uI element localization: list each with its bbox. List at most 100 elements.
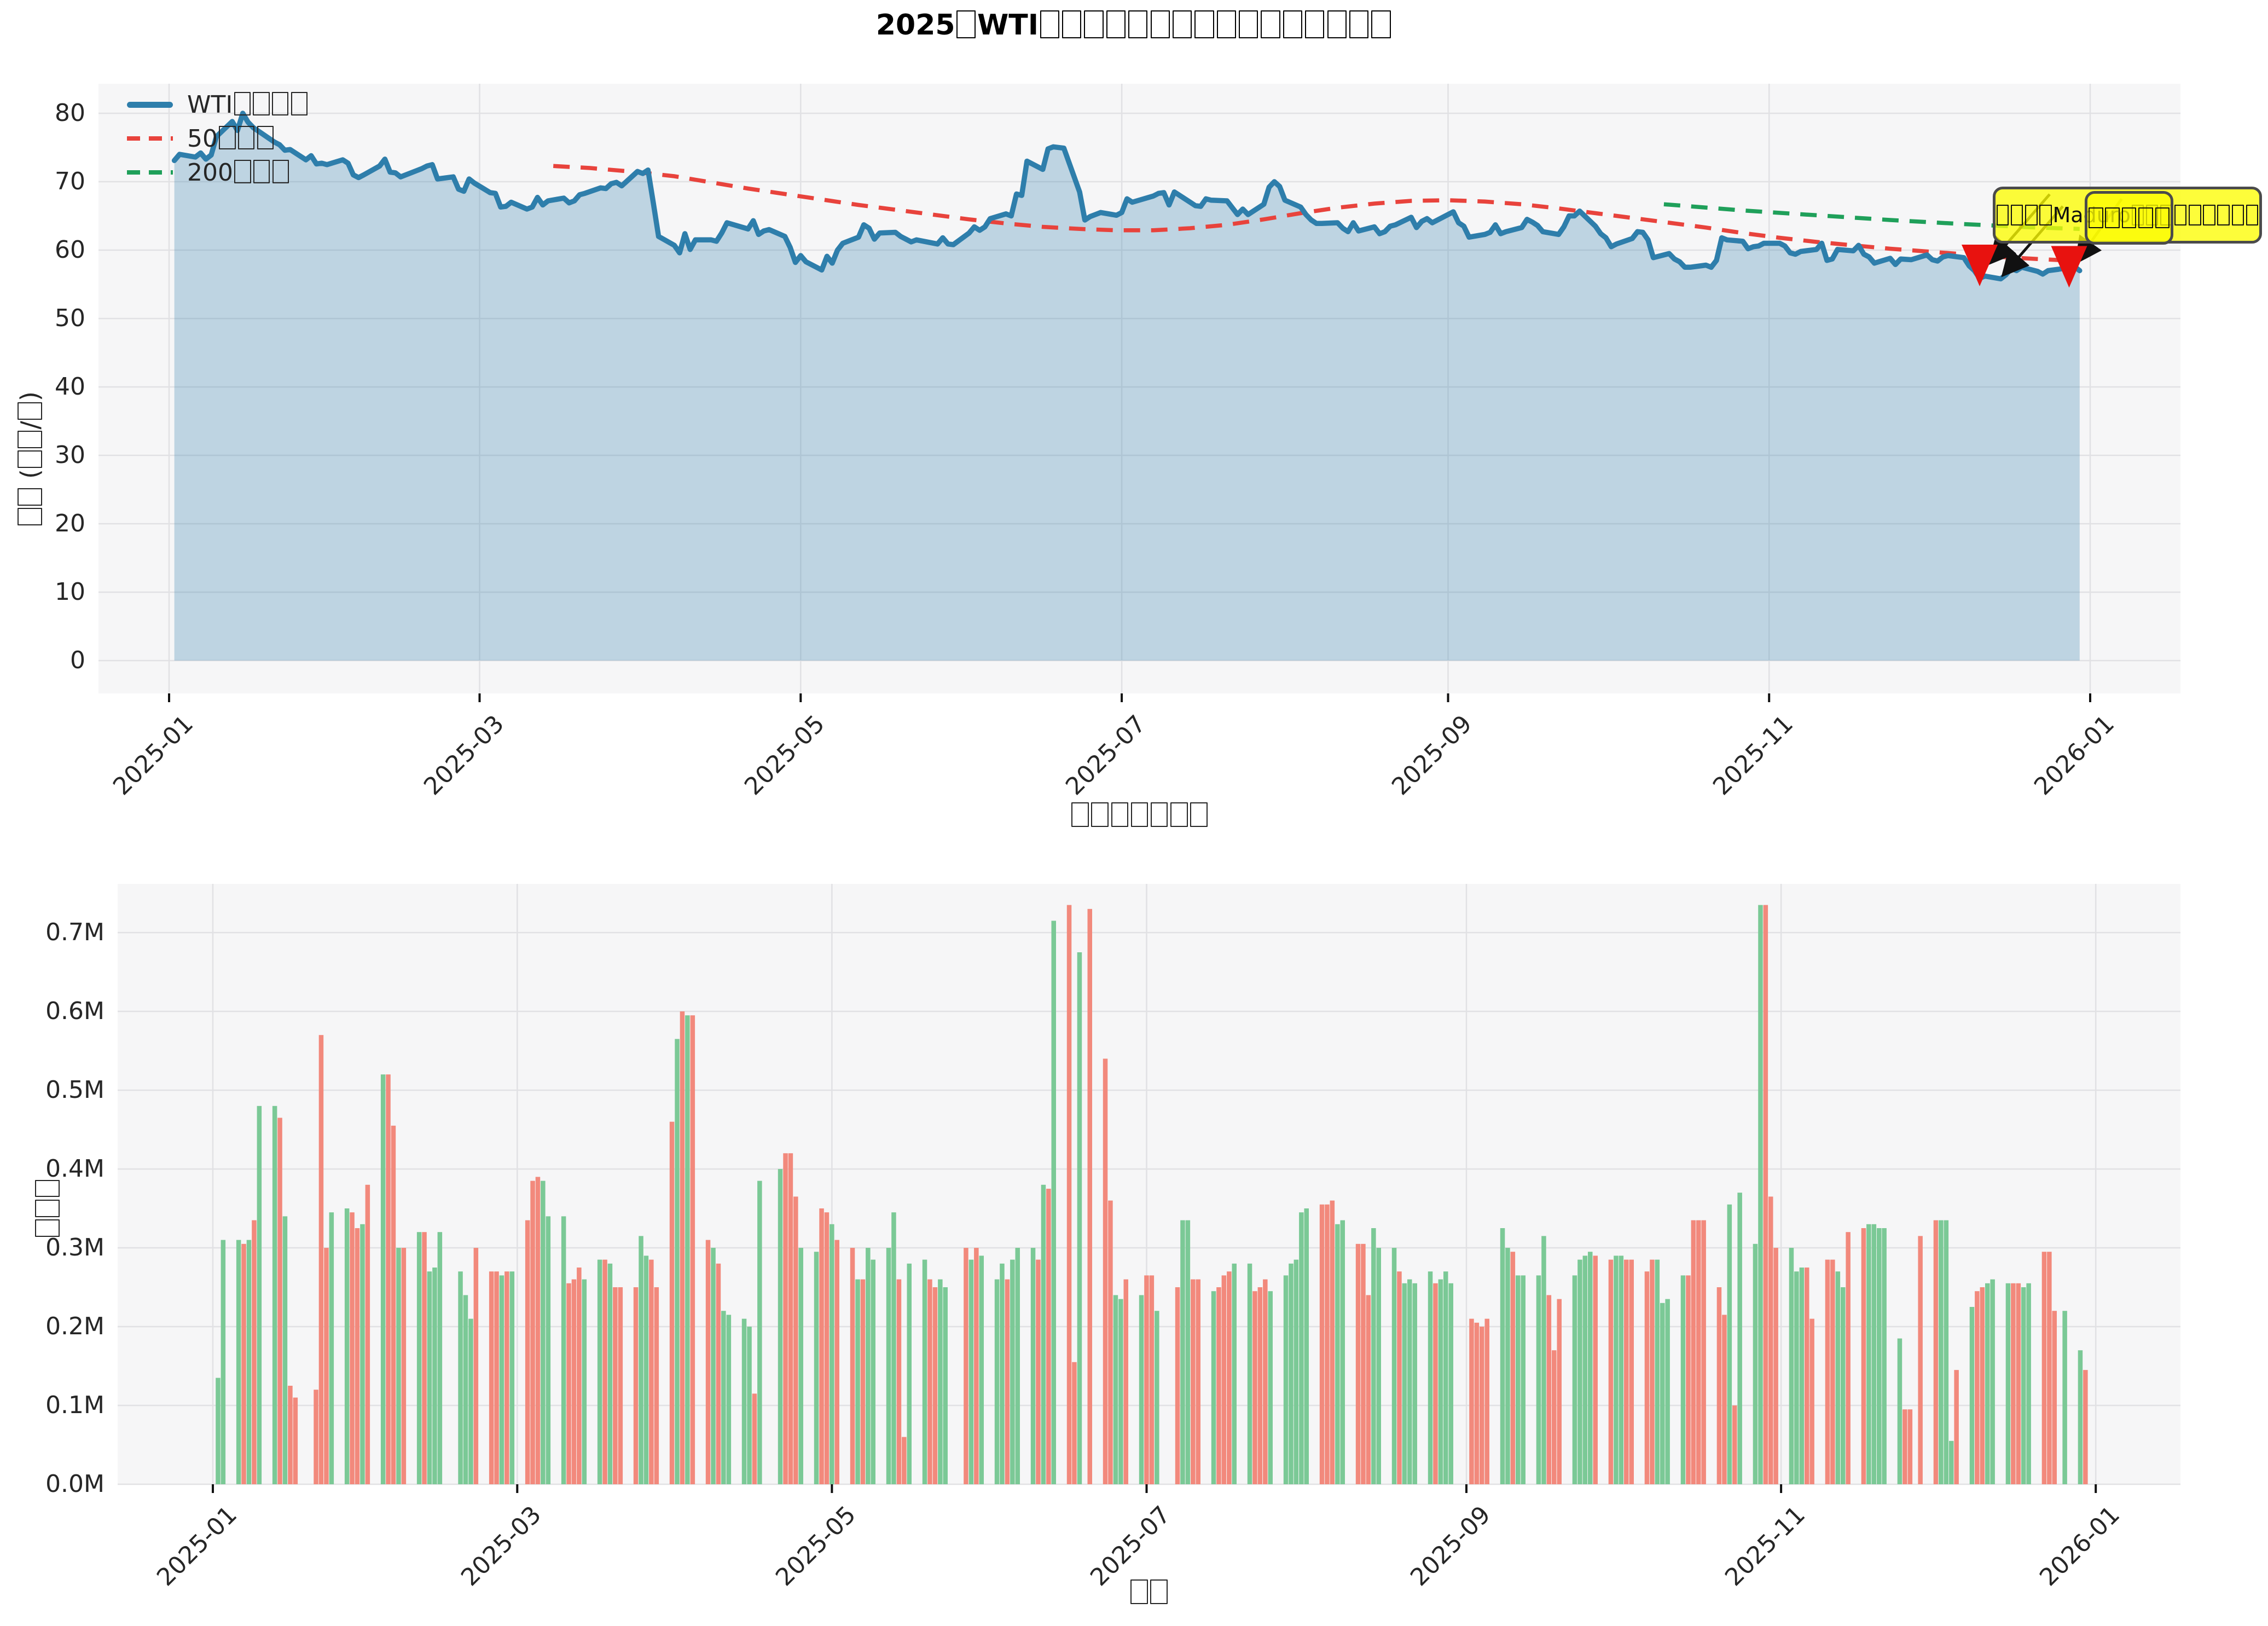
tofu-glyph: [234, 159, 251, 184]
volume-bar: [1846, 1232, 1851, 1484]
volume-bar: [819, 1208, 824, 1484]
volume-bar: [633, 1287, 639, 1484]
volume-bar: [1737, 1193, 1742, 1484]
tofu-glyph: [2025, 204, 2038, 226]
tofu-glyph: [2217, 204, 2230, 226]
volume-bar: [272, 1106, 277, 1484]
volume-bar: [1072, 1362, 1077, 1484]
tofu-glyph: [1062, 10, 1082, 38]
volume-bar: [1727, 1204, 1732, 1484]
tofu-glyph: [257, 125, 274, 150]
volume-bar: [246, 1240, 252, 1484]
volume-bar: [1794, 1271, 1799, 1484]
volume-bar: [793, 1196, 798, 1484]
volume-bar: [535, 1177, 541, 1484]
volume-bar: [530, 1181, 535, 1484]
volume-bar: [1304, 1208, 1309, 1484]
legend-dashed-line-swatch: [127, 136, 173, 141]
volume-bar: [1552, 1350, 1557, 1484]
volume-bar: [618, 1287, 623, 1484]
y-tick-label: 80: [55, 99, 85, 127]
tofu-glyph: [1283, 10, 1303, 38]
volume-bar: [329, 1212, 334, 1484]
volume-bar: [1216, 1287, 1221, 1484]
tofu-glyph: [1071, 802, 1089, 827]
volume-bar: [721, 1311, 726, 1484]
volume-bar: [1557, 1299, 1562, 1484]
volume-bar: [1619, 1255, 1624, 1484]
volume-bar: [964, 1248, 968, 1484]
tofu-glyph: [2039, 204, 2052, 226]
volume-bar: [458, 1271, 463, 1484]
tofu-glyph: [237, 125, 255, 150]
volume-bar: [1753, 1243, 1758, 1484]
volume-bar: [1944, 1220, 1949, 1484]
volume-bar: [2078, 1350, 2083, 1484]
volume-bar: [293, 1397, 298, 1484]
volume-bar: [1000, 1263, 1005, 1484]
volume-bar: [1319, 1204, 1325, 1484]
volume-bar: [1644, 1271, 1650, 1484]
volume-bar: [907, 1263, 912, 1484]
tofu-glyph: [1172, 10, 1192, 38]
volume-bar: [1763, 905, 1768, 1484]
volume-bar: [1933, 1220, 1939, 1484]
volume-bar: [1877, 1228, 1882, 1484]
volume-bar: [1985, 1283, 1990, 1484]
tofu-glyph: [1239, 10, 1258, 38]
volume-bar: [1247, 1263, 1252, 1484]
volume-bar: [968, 1259, 974, 1484]
volume-bar: [561, 1216, 566, 1484]
volume-bar: [855, 1279, 860, 1484]
volume-bar: [726, 1315, 732, 1484]
volume-bar: [1046, 1189, 1051, 1484]
volume-bar: [1041, 1184, 1046, 1484]
volume-bar: [1758, 905, 1763, 1484]
volume-bar: [288, 1386, 293, 1484]
volume-bar: [1660, 1303, 1665, 1484]
volume-bar: [504, 1271, 509, 1484]
volume-bar: [1954, 1370, 1959, 1484]
y-tick-label: 0.0M: [45, 1470, 105, 1498]
volume-bar: [1990, 1279, 1995, 1484]
tofu-glyph: [1150, 802, 1168, 827]
volume-bar: [1211, 1291, 1216, 1484]
volume-bar: [896, 1279, 902, 1484]
tofu-glyph: [2138, 207, 2153, 229]
volume-bar: [1180, 1220, 1185, 1484]
volume-bar: [1443, 1271, 1448, 1484]
volume-bar: [902, 1437, 907, 1484]
volume-bar: [360, 1224, 365, 1484]
volume-bar: [401, 1248, 407, 1484]
volume-bar: [1366, 1295, 1371, 1484]
volume-bar: [1907, 1409, 1913, 1484]
volume-bar: [1732, 1405, 1737, 1484]
volume-bar: [685, 1015, 690, 1484]
tofu-glyph: [2203, 204, 2215, 226]
volume-bar: [1428, 1271, 1433, 1484]
volume-bar: [927, 1279, 932, 1484]
tofu-glyph: [1261, 10, 1280, 38]
volume-bar: [1882, 1228, 1887, 1484]
volume-bar: [489, 1271, 494, 1484]
volume-bar: [1716, 1287, 1722, 1484]
volume-bar: [2026, 1283, 2031, 1484]
tofu-glyph: [2088, 207, 2103, 229]
volume-bar: [2011, 1283, 2016, 1484]
tofu-glyph: [2189, 204, 2201, 226]
volume-bar: [850, 1248, 855, 1484]
volume-bar: [1825, 1259, 1830, 1484]
volume-bar: [314, 1390, 318, 1484]
y-tick-label: 10: [55, 578, 85, 606]
volume-bar: [1335, 1224, 1340, 1484]
legend-label: 50: [187, 125, 275, 153]
volume-bar: [1686, 1275, 1691, 1484]
tofu-glyph: [1216, 10, 1236, 38]
volume-bar: [1650, 1259, 1655, 1484]
volume-bar: [1480, 1327, 1484, 1484]
volume-bar: [1680, 1275, 1686, 1484]
volume-bar: [282, 1216, 288, 1484]
volume-bar: [788, 1153, 793, 1484]
volume-bar: [1325, 1204, 1330, 1484]
volume-bar: [1149, 1275, 1155, 1484]
